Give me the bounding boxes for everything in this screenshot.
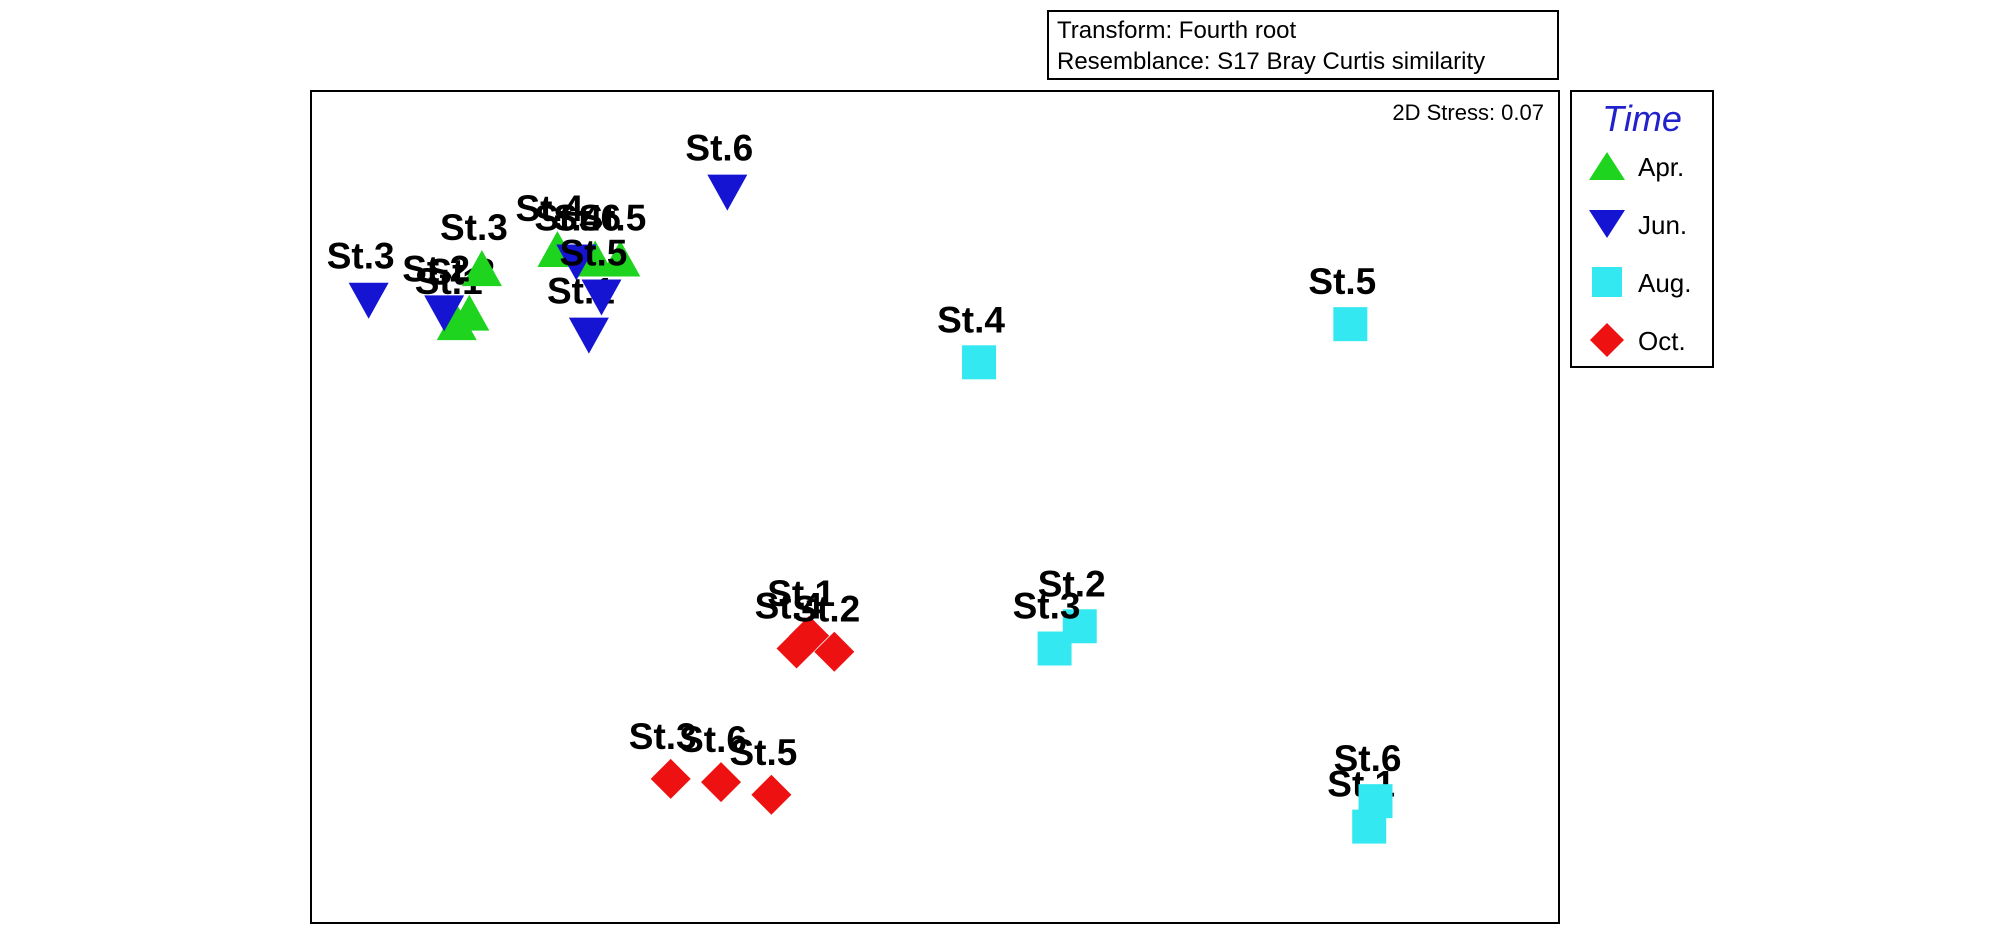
- point-label: St.5: [578, 198, 646, 239]
- resemblance-text: Resemblance: S17 Bray Curtis similarity: [1057, 48, 1486, 75]
- point-label: St.2: [402, 248, 470, 289]
- point-label: St.2: [1038, 563, 1106, 604]
- point-label: St.5: [1308, 261, 1376, 302]
- point-jun-st3: [348, 282, 389, 319]
- point-label: St.4: [515, 188, 583, 229]
- point-label: St.4: [534, 198, 602, 239]
- legend-label-apr: Apr.: [1638, 152, 1685, 182]
- point-label: St.3: [1013, 586, 1081, 627]
- legend-title: Time: [1602, 98, 1682, 139]
- point-label: St.6: [679, 719, 747, 760]
- stress-label: 2D Stress: 0.07: [1392, 100, 1544, 125]
- point-label: St.3: [440, 207, 508, 248]
- legend-item-jun: Jun.: [1582, 204, 1712, 244]
- point-oct-st4: [776, 628, 817, 669]
- point-aug-st4: [962, 345, 997, 380]
- transform-text: Transform: Fourth root: [1057, 17, 1297, 44]
- point-label: St.4: [755, 586, 823, 627]
- diamond-icon: [1590, 323, 1624, 357]
- point-label: St.1: [767, 573, 835, 614]
- point-aug-st5: [1333, 307, 1368, 342]
- point-apr-st3: [461, 250, 502, 287]
- point-jun-st5: [581, 279, 622, 316]
- legend-label-oct: Oct.: [1638, 326, 1686, 356]
- point-apr-st2: [449, 294, 490, 331]
- point-label: St.6: [685, 128, 753, 169]
- triangle-up-icon: [1589, 152, 1625, 180]
- point-label: St.3: [629, 716, 697, 757]
- point-label: St.5: [729, 732, 797, 773]
- info-box: Transform: Fourth root Resemblance: S17 …: [1047, 10, 1559, 80]
- point-oct-st3: [650, 758, 691, 799]
- point-label: St.3: [327, 236, 395, 277]
- point-jun-st6: [707, 174, 748, 211]
- scatter-plot: St.1St.2St.3 St.4St.5St.6St.1St.2St.3St.4…: [327, 128, 1402, 844]
- legend-item-oct: Oct.: [1582, 320, 1712, 360]
- point-oct-st5: [751, 774, 792, 815]
- point-jun-st1: [568, 317, 609, 354]
- point-label: St.4: [937, 299, 1005, 340]
- point-apr-st5: [600, 240, 641, 277]
- point-oct-st6: [701, 762, 742, 803]
- legend-item-aug: Aug.: [1582, 262, 1712, 302]
- legend-label-aug: Aug.: [1638, 268, 1692, 298]
- point-label: St.6: [553, 198, 621, 239]
- plot-area: 2D Stress: 0.07 St.1 St.2 St.3 St.4 St.5 St.6…: [310, 90, 1560, 924]
- point-label: St.2: [792, 589, 860, 630]
- point-label: St.5: [560, 233, 628, 274]
- point-aug-st6: [1358, 784, 1393, 819]
- legend-item-apr: Apr.: [1582, 146, 1712, 186]
- triangle-down-icon: [1589, 210, 1625, 238]
- legend: Time Apr. Jun. Aug. Oct.: [1570, 90, 1714, 368]
- legend-label-jun: Jun.: [1638, 210, 1688, 240]
- point-aug-st3: [1037, 631, 1072, 666]
- point-jun-st2: [424, 295, 465, 332]
- point-oct-st2: [814, 631, 855, 672]
- point-jun-st4: [556, 244, 597, 281]
- point-label: St.6: [1334, 738, 1402, 779]
- point-apr-st6: [575, 240, 616, 277]
- square-icon: [1592, 267, 1622, 297]
